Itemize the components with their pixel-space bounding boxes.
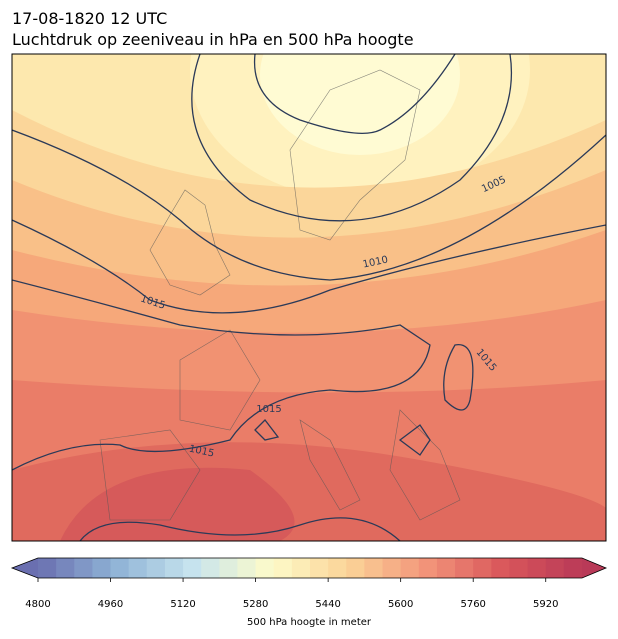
colorbar-segment [436, 558, 456, 578]
colorbar-segment [491, 558, 510, 578]
coastline [99, 409, 461, 521]
colorbar-segment [74, 558, 93, 578]
coastline [289, 69, 421, 241]
colorbar-segment [527, 558, 547, 578]
colorbar-segment [328, 558, 347, 578]
colorbar-tick-label: 5280 [243, 599, 268, 610]
colorbar-segment [146, 558, 166, 578]
colorbar-segment [545, 558, 565, 578]
colorbar-segment [346, 558, 365, 578]
colorbar-segment [201, 558, 220, 578]
isobar [254, 344, 474, 456]
colorbar-segment [128, 558, 148, 578]
colorbar-segment [382, 558, 402, 578]
colorbar-label: 500 hPa hoogte in meter [247, 617, 372, 628]
colorbar-segment [364, 558, 384, 578]
colorbar-segment [473, 558, 492, 578]
colorbar-extend-low [12, 558, 38, 578]
colorbar-segment [310, 558, 329, 578]
colorbar: 4800 4960 5120 5280 5440 5600 5760 5920 [10, 557, 608, 610]
colorbar-segment [273, 558, 293, 578]
colorbar-segment [219, 558, 238, 578]
colorbar-tick-label: 4960 [98, 599, 123, 610]
isobar [79, 517, 401, 541]
colorbar-segment [291, 558, 311, 578]
colorbar-extend-high [582, 558, 606, 578]
map-frame [11, 53, 607, 542]
colorbar-segment [237, 558, 257, 578]
title: 17-08-1820 12 UTC [12, 9, 167, 28]
colorbar-tick-label: 5600 [388, 599, 413, 610]
coastline [149, 189, 231, 296]
height-band [260, 54, 460, 155]
colorbar-segment [56, 558, 75, 578]
isobar [191, 54, 513, 222]
colorbar-segment [255, 558, 275, 578]
colorbar-segment [164, 558, 184, 578]
colorbar-segment [400, 558, 420, 578]
colorbar-segment [455, 558, 474, 578]
colorbar-segment [509, 558, 529, 578]
colorbar-segment [38, 558, 57, 578]
subtitle: Luchtdruk op zeeniveau in hPa en 500 hPa… [12, 30, 414, 49]
colorbar-segment [418, 558, 438, 578]
colorbar-segment [183, 558, 202, 578]
colorbar-tick-label: 5440 [315, 599, 340, 610]
colorbar-segment [92, 558, 112, 578]
isobar [12, 129, 606, 281]
isobar [253, 54, 456, 134]
colorbar-frame [10, 557, 608, 579]
isobar [12, 279, 431, 471]
colorbar-tick-label: 5120 [170, 599, 195, 610]
colorbar-segment [563, 558, 583, 578]
colorbar-tick-label: 5920 [533, 599, 558, 610]
colorbar-segment [110, 558, 130, 578]
isobar-label: 1015 [188, 444, 215, 460]
coastline [179, 329, 361, 511]
isobar [12, 219, 606, 314]
colorbar-tick-label: 5760 [460, 599, 485, 610]
colorbar-tick-label: 4800 [25, 599, 50, 610]
isobar-label: 1015 [256, 404, 281, 415]
map [12, 54, 606, 541]
isobar-label: 1010 [362, 255, 389, 271]
